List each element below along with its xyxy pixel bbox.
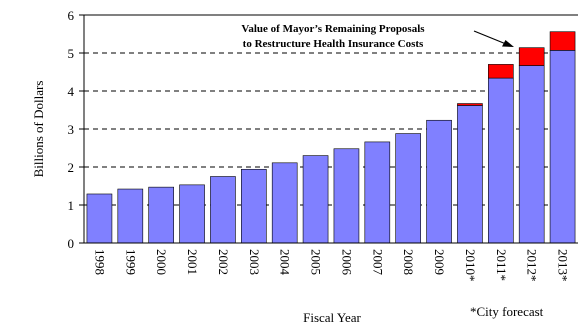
x-tick-label: 2005 xyxy=(309,249,324,275)
bar-base-1 xyxy=(117,188,144,244)
x-tick-label: 2002 xyxy=(216,249,231,275)
y-tick-label: 2 xyxy=(68,160,75,175)
x-tick-label: 2010* xyxy=(463,249,478,282)
y-tick-label: 0 xyxy=(68,236,75,251)
annotation-arrow xyxy=(473,30,507,45)
x-tick-label: 2012* xyxy=(525,249,540,282)
annotation-arrowhead xyxy=(502,40,514,47)
bar-base-2 xyxy=(148,186,174,244)
x-axis-title: Fiscal Year xyxy=(303,310,361,325)
bar-base-15 xyxy=(549,50,576,244)
bar-base-14 xyxy=(518,65,545,244)
bar-base-0 xyxy=(86,193,113,244)
bar-base-8 xyxy=(333,148,360,244)
x-tick-label: 2008 xyxy=(401,249,416,275)
y-tick-label: 4 xyxy=(68,84,75,99)
x-tick-label: 2001 xyxy=(185,249,200,275)
annotation-line-1: Value of Mayor’s Remaining Proposals xyxy=(241,23,425,35)
x-tick-label: 1998 xyxy=(92,249,107,275)
x-tick-label: 2007 xyxy=(370,249,385,276)
x-tick-label: 2003 xyxy=(247,249,262,275)
bar-base-7 xyxy=(302,155,329,244)
bar-base-6 xyxy=(271,162,298,244)
footnote: *City forecast xyxy=(470,304,544,319)
x-tick-label: 2000 xyxy=(154,249,169,275)
bar-proposal-15 xyxy=(549,31,576,51)
x-tick-label: 1999 xyxy=(123,249,138,275)
bar-base-5 xyxy=(241,168,267,244)
bar-base-10 xyxy=(395,133,421,244)
bars xyxy=(86,31,576,244)
gridlines xyxy=(84,14,578,206)
y-tick-label: 6 xyxy=(68,8,75,23)
x-tick-label: 2009 xyxy=(432,249,447,275)
annotation-line-2: to Restructure Health Insurance Costs xyxy=(243,38,424,50)
y-ticks: 0 1 2 3 4 5 6 xyxy=(68,8,84,251)
y-axis-title: Billions of Dollars xyxy=(31,81,46,178)
bar-proposal-12 xyxy=(457,103,483,106)
y-tick-label: 3 xyxy=(68,122,75,137)
bar-base-12 xyxy=(457,105,483,244)
bar-base-4 xyxy=(210,176,236,244)
bar-proposal-14 xyxy=(518,47,545,66)
x-tick-label: 2004 xyxy=(278,249,293,276)
bar-base-13 xyxy=(488,77,514,244)
bar-proposal-13 xyxy=(488,64,514,79)
x-ticks: 1998 1999 2000 2001 2002 2003 2004 2005 2006 2007… xyxy=(92,249,570,282)
x-tick-label: 2013* xyxy=(556,249,571,282)
bar-base-11 xyxy=(426,119,452,244)
y-tick-label: 5 xyxy=(68,46,75,61)
bar-base-3 xyxy=(179,184,205,244)
bar-base-9 xyxy=(364,141,391,244)
y-tick-label: 1 xyxy=(68,198,75,213)
x-tick-label: 2006 xyxy=(339,249,354,276)
x-tick-label: 2011* xyxy=(494,249,509,281)
